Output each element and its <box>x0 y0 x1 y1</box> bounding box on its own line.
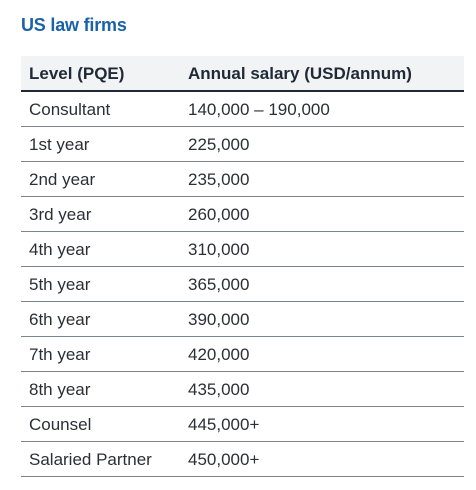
salary-cell: 365,000 <box>188 275 250 294</box>
table-row: 8th year 435,000 <box>21 372 464 407</box>
page-title: US law firms <box>21 15 127 35</box>
salary-cell: 235,000 <box>188 170 250 189</box>
level-cell: Salaried Partner <box>29 450 152 469</box>
header-level: Level (PQE) <box>29 64 125 83</box>
level-cell: 2nd year <box>29 170 96 189</box>
salary-cell: 435,000 <box>188 380 250 399</box>
salary-cell: 260,000 <box>188 205 250 224</box>
salary-cell: 310,000 <box>188 240 250 259</box>
level-cell: 1st year <box>29 135 90 154</box>
table-row: 5th year 365,000 <box>21 267 464 302</box>
table-row: 4th year 310,000 <box>21 232 464 267</box>
salary-cell: 450,000+ <box>188 450 260 469</box>
level-cell: 7th year <box>29 345 91 364</box>
table-row: 3rd year 260,000 <box>21 197 464 232</box>
salary-cell: 420,000 <box>188 345 250 364</box>
table-row: 1st year 225,000 <box>21 127 464 162</box>
table-row: 6th year 390,000 <box>21 302 464 337</box>
level-cell: Consultant <box>29 100 111 119</box>
level-cell: 4th year <box>29 240 91 259</box>
level-cell: 8th year <box>29 380 91 399</box>
table-row: 7th year 420,000 <box>21 337 464 372</box>
salary-cell: 390,000 <box>188 310 250 329</box>
table-header-row: Level (PQE) Annual salary (USD/annum) <box>21 56 464 92</box>
salary-cell: 225,000 <box>188 135 250 154</box>
table-row: Salaried Partner 450,000+ <box>21 442 464 477</box>
level-cell: 3rd year <box>29 205 92 224</box>
table-row: Counsel 445,000+ <box>21 407 464 442</box>
table-row: Consultant 140,000 – 190,000 <box>21 92 464 127</box>
level-cell: Counsel <box>29 415 92 434</box>
level-cell: 6th year <box>29 310 91 329</box>
table-row: 2nd year 235,000 <box>21 162 464 197</box>
salary-cell: 140,000 – 190,000 <box>188 100 330 119</box>
level-cell: 5th year <box>29 275 91 294</box>
header-salary: Annual salary (USD/annum) <box>188 64 412 83</box>
salary-table: Level (PQE) Annual salary (USD/annum) Co… <box>21 56 464 477</box>
salary-cell: 445,000+ <box>188 415 260 434</box>
